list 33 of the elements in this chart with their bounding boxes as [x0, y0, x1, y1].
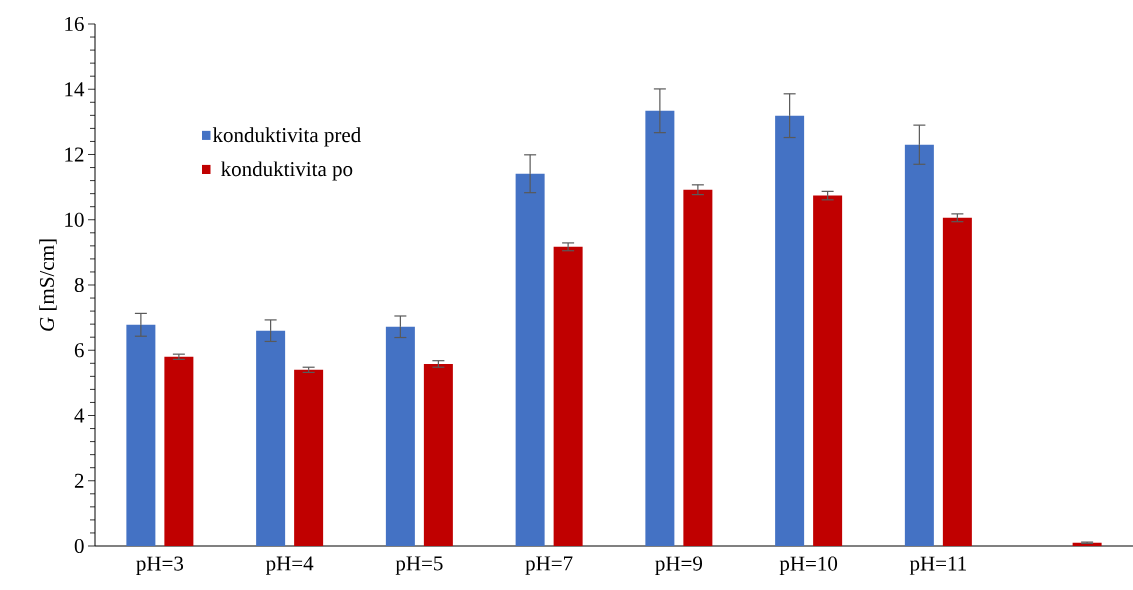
x-tick-label: pH=5: [395, 556, 443, 575]
legend-label: konduktivita pred: [212, 127, 361, 147]
x-tick-label: pH=9: [655, 556, 703, 575]
bar: [164, 356, 194, 546]
bar: [942, 217, 972, 546]
bar: [813, 195, 843, 546]
x-tick-label: pH=4: [265, 556, 314, 575]
y-tick-label: 14: [65, 82, 85, 97]
bar: [294, 369, 324, 546]
y-axis-title: G [mS/cm]: [39, 239, 57, 331]
y-tick-label: 4: [74, 408, 85, 423]
y-tick-label: 10: [65, 212, 84, 227]
y-tick-label: 16: [65, 16, 84, 32]
bar: [904, 144, 934, 546]
bar: [775, 115, 805, 546]
y-tick-label: 2: [74, 473, 84, 488]
bar: [683, 189, 713, 546]
bar: [126, 324, 156, 546]
bar: [515, 173, 545, 546]
bar: [553, 246, 583, 546]
y-tick-label: 0: [74, 538, 84, 554]
x-tick-label: pH=10: [779, 556, 838, 575]
y-tick-label: 12: [65, 147, 84, 162]
x-tick-label: pH=3: [136, 556, 184, 575]
y-tick-label: 8: [74, 277, 84, 293]
bar: [645, 110, 675, 546]
y-tick-label: 6: [74, 343, 84, 358]
x-tick-label: pH=7: [525, 556, 573, 575]
bar: [423, 363, 453, 546]
bar: [385, 326, 415, 546]
legend-label: konduktivita po: [221, 161, 353, 181]
bar: [256, 330, 286, 546]
x-tick-label: pH=11: [909, 556, 966, 575]
